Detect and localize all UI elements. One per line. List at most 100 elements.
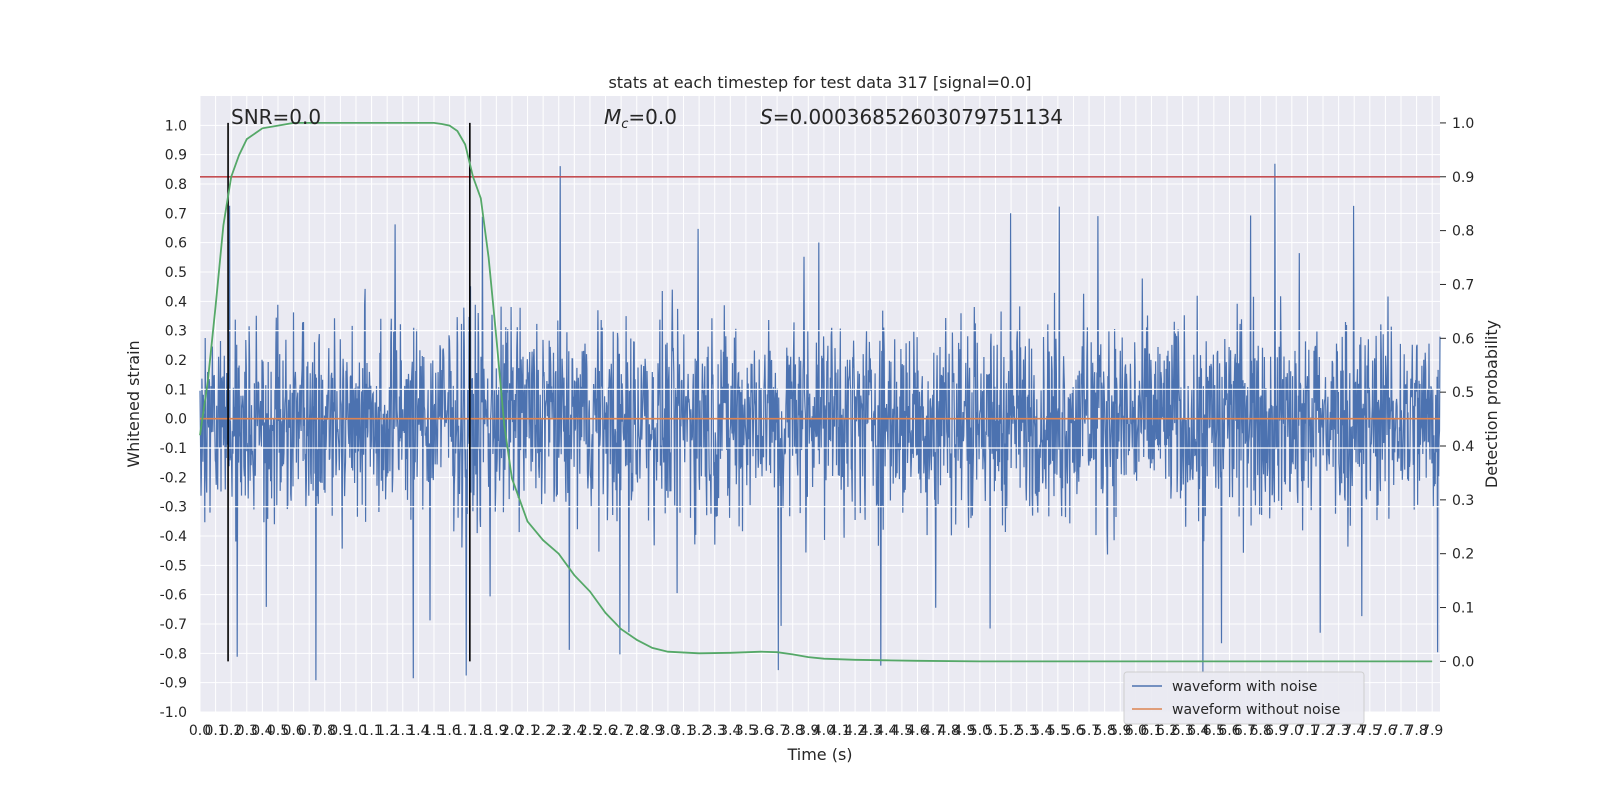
x-tick-label: 4.4	[875, 723, 897, 739]
y-tick-label: -0.8	[160, 646, 187, 662]
x-tick-label: 2.2	[532, 723, 554, 739]
x-tick-label: 1.4	[407, 723, 429, 739]
x-tick-label: 5.1	[984, 723, 1006, 739]
x-tick-label: 2.5	[579, 723, 601, 739]
y-axis-label: Whitened strain	[124, 340, 143, 467]
y-tick-label: 0.9	[165, 148, 187, 164]
x-tick-label: 0.8	[314, 723, 336, 739]
y-tick-label: 0.1	[165, 382, 187, 398]
y-axis-ticks: -1.0 -0.9 -0.8 -0.7 -0.6 -0.5 -0.4 -0.3 -0.2 -0.1…	[160, 118, 187, 721]
x-tick-label: 7.7	[1390, 723, 1412, 739]
x-tick-label: 3.5	[735, 723, 757, 739]
x-tick-label: 7.5	[1359, 723, 1381, 739]
x-tick-label: 6.5	[1203, 723, 1225, 739]
x-tick-label: 1.8	[470, 723, 492, 739]
x-tick-label: 2.8	[626, 723, 648, 739]
y-tick-label: -0.9	[160, 676, 187, 692]
x-tick-label: 4.1	[828, 723, 850, 739]
x-tick-label: 1.6	[438, 723, 460, 739]
x-tick-label: 4.6	[906, 723, 928, 739]
x-tick-label: 7.6	[1374, 723, 1396, 739]
x-tick-label: 6.6	[1218, 723, 1240, 739]
y2-tick-label: 0.1	[1452, 601, 1474, 617]
x-tick-label: 3.9	[797, 723, 819, 739]
x-tick-label: 0.6	[282, 723, 304, 739]
x-tick-label: 7.9	[1421, 723, 1443, 739]
x-tick-label: 7.1	[1296, 723, 1318, 739]
x-tick-label: 6.2	[1156, 723, 1178, 739]
y2-axis-ticks: 0.0 0.1 0.2 0.3 0.4 0.5 0.6 0.7 0.8 0.9 1.0	[1440, 116, 1474, 670]
x-tick-label: 0.4	[251, 723, 273, 739]
x-tick-label: 3.7	[766, 723, 788, 739]
x-tick-label: 4.8	[938, 723, 960, 739]
x-tick-label: 2.9	[641, 723, 663, 739]
y-tick-label: -0.1	[160, 441, 187, 457]
x-tick-label: 0.7	[298, 723, 320, 739]
x-tick-label: 0.5	[267, 723, 289, 739]
x-tick-label: 6.8	[1249, 723, 1271, 739]
y2-tick-label: 0.9	[1452, 170, 1474, 186]
x-tick-label: 3.6	[750, 723, 772, 739]
y-tick-label: 0.3	[165, 324, 187, 340]
x-tick-label: 5.6	[1062, 723, 1084, 739]
overlay	[199, 122, 1440, 663]
legend-box	[1123, 671, 1365, 725]
x-tick-label: 6.1	[1140, 723, 1162, 739]
y-tick-label: 1.0	[165, 118, 187, 134]
x-tick-label: 4.0	[813, 723, 835, 739]
x-tick-label: 1.7	[454, 723, 476, 739]
y2-tick-label: 0.5	[1452, 385, 1474, 401]
y-tick-label: -0.3	[160, 500, 187, 516]
x-tick-label: 6.9	[1265, 723, 1287, 739]
x-tick-label: 7.0	[1281, 723, 1303, 739]
x-tick-label: 2.3	[548, 723, 570, 739]
y-tick-label: -0.5	[160, 558, 187, 574]
legend-label-noise: waveform with noise	[1172, 679, 1317, 695]
x-tick-label: 1.1	[360, 723, 382, 739]
mc-annotation: Mc=0.0	[604, 105, 677, 132]
y-tick-label: 0.2	[165, 353, 187, 369]
x-tick-label: 7.4	[1343, 723, 1365, 739]
mc-symbol: M	[604, 105, 621, 129]
x-tick-label: 0.2	[220, 723, 242, 739]
y-tick-label: 0.4	[165, 294, 187, 310]
x-tick-label: 5.5	[1047, 723, 1069, 739]
x-tick-label: 3.1	[672, 723, 694, 739]
y2-tick-label: 0.8	[1452, 224, 1474, 240]
x-tick-label: 2.1	[516, 723, 538, 739]
x-tick-label: 3.4	[719, 723, 741, 739]
y2-tick-label: 0.2	[1452, 547, 1474, 563]
x-tick-label: 6.0	[1125, 723, 1147, 739]
y2-tick-label: 0.0	[1452, 654, 1474, 670]
mc-subscript: c	[621, 117, 628, 132]
x-tick-label: 0.0	[189, 723, 211, 739]
y-tick-label: 0.7	[165, 206, 187, 222]
y-tick-label: 0.0	[165, 412, 187, 428]
detection-probability-line	[199, 122, 1433, 663]
legend: waveform with noise waveform without noi…	[1123, 671, 1365, 725]
y2-tick-label: 0.6	[1452, 331, 1474, 347]
y-tick-label: -0.2	[160, 470, 187, 486]
y2-axis-label: Detection probability	[1482, 320, 1501, 488]
s-symbol: S	[760, 105, 773, 129]
x-tick-label: 2.7	[610, 723, 632, 739]
x-tick-label: 7.3	[1327, 723, 1349, 739]
x-tick-label: 5.4	[1031, 723, 1053, 739]
x-tick-label: 1.9	[485, 723, 507, 739]
x-tick-label: 5.3	[1016, 723, 1038, 739]
y-tick-label: 0.5	[165, 265, 187, 281]
y-tick-label: -1.0	[160, 705, 187, 721]
x-tick-label: 5.0	[969, 723, 991, 739]
x-tick-label: 3.3	[704, 723, 726, 739]
x-tick-label: 2.6	[594, 723, 616, 739]
x-axis-ticks: 0.00.10.20.30.40.50.60.70.80.91.01.11.21…	[189, 723, 1443, 739]
x-axis-label: Time (s)	[786, 745, 852, 764]
x-tick-label: 4.9	[953, 723, 975, 739]
x-tick-label: 3.0	[657, 723, 679, 739]
x-tick-label: 1.0	[345, 723, 367, 739]
x-tick-label: 1.5	[423, 723, 445, 739]
x-tick-label: 5.8	[1094, 723, 1116, 739]
snr-annotation: SNR=0.0	[231, 105, 321, 129]
x-tick-label: 4.3	[860, 723, 882, 739]
